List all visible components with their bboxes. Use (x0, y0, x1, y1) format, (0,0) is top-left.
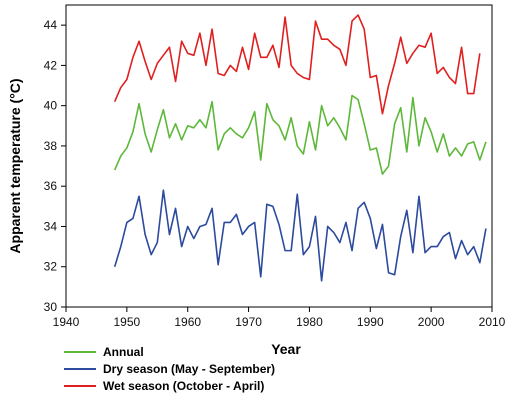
legend: Annual Dry season (May - September) Wet se… (64, 345, 275, 393)
legend-label: Dry season (May - September) (103, 362, 275, 376)
x-tick-label: 1990 (357, 315, 384, 329)
legend-label: Wet season (October - April) (103, 379, 264, 393)
x-tick-label: 1970 (235, 315, 262, 329)
x-tick-label: 1940 (53, 315, 80, 329)
series-line-3 (113, 14, 481, 115)
legend-label: Annual (103, 345, 144, 359)
x-tick-label: 1960 (174, 315, 201, 329)
y-tick-label: 36 (44, 179, 58, 193)
y-tick-label: 32 (44, 260, 58, 274)
x-tick-label: 2000 (418, 315, 445, 329)
y-tick-label: 40 (44, 99, 58, 113)
series-lines (113, 14, 487, 282)
series-line-1 (113, 94, 487, 175)
x-tick-label: 1950 (114, 315, 141, 329)
plot-frame (65, 4, 493, 308)
y-tick-label: 30 (44, 300, 58, 314)
axis-ticks: 1940 1950 1960 1970 1980 1990 2000 2010 30 32 34 36… (44, 18, 506, 329)
series-line-2 (113, 189, 487, 282)
y-tick-label: 38 (44, 139, 58, 153)
y-tick-label: 34 (44, 219, 58, 233)
x-tick-label: 1980 (296, 315, 323, 329)
x-tick-label: 2010 (479, 315, 506, 329)
x-axis-title: Year (271, 341, 301, 357)
y-tick-label: 44 (44, 18, 58, 32)
y-axis-title: Apparent temperature (°C) (7, 78, 23, 253)
y-tick-label: 42 (44, 58, 58, 72)
